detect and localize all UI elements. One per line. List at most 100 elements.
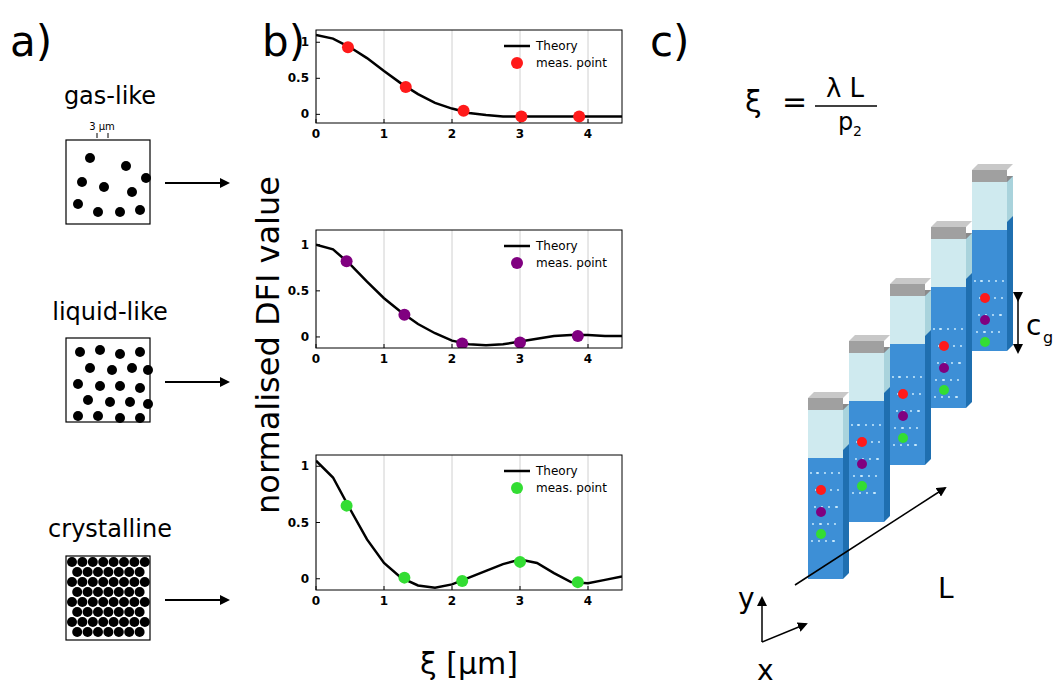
particle (77, 557, 87, 567)
legend-swatch (511, 257, 523, 269)
speckle (917, 410, 919, 412)
speckle (820, 523, 822, 525)
speckle (934, 396, 936, 398)
speckle (816, 472, 818, 474)
gradient-label: c (1026, 309, 1041, 342)
x-tick-label: 0 (312, 352, 320, 366)
grid-line (384, 30, 385, 123)
speckle (988, 280, 990, 282)
particle (95, 345, 105, 355)
x-tick-label: 4 (584, 352, 592, 366)
particle (93, 587, 103, 597)
x-tick-label: 2 (448, 352, 456, 366)
meas-point (398, 309, 410, 321)
speckle (983, 331, 985, 333)
meas-point (400, 81, 412, 93)
meas-point (398, 572, 410, 584)
speckle (937, 362, 939, 364)
legend-swatch (511, 482, 523, 494)
legend-swatch (511, 57, 523, 69)
speckle (830, 489, 832, 491)
length-label: L (938, 572, 954, 605)
marks (316, 461, 622, 588)
layer-dot (857, 481, 867, 491)
speckle (873, 492, 875, 494)
speckle (953, 345, 955, 347)
x-tick-label: 3 (516, 594, 524, 608)
speckle (836, 506, 838, 508)
speckle (871, 441, 873, 443)
legend: Theorymeas. point (504, 39, 607, 70)
speckle (961, 328, 963, 330)
speckle (954, 328, 956, 330)
meas-point (514, 556, 526, 568)
grid-line (588, 30, 589, 123)
particle (67, 617, 77, 627)
particle (67, 597, 77, 607)
marks (316, 35, 622, 122)
layer-dot (816, 485, 826, 495)
y-tick (316, 42, 320, 43)
speckle (960, 345, 962, 347)
speckle (896, 410, 898, 412)
speckle (855, 458, 857, 460)
particle (135, 347, 145, 357)
state-label: crystalline (48, 515, 172, 543)
speckle (810, 472, 812, 474)
speckle (955, 396, 957, 398)
speckle (831, 472, 833, 474)
grid-line (384, 455, 385, 590)
cuvette-cap (931, 221, 972, 227)
legend-label: meas. point (536, 481, 607, 495)
layer-dot (898, 433, 908, 443)
speckle (943, 379, 945, 381)
cuvette-side (884, 347, 890, 522)
particle (135, 413, 145, 423)
layer-dot (939, 341, 949, 351)
particle (77, 597, 87, 607)
layer-dot (980, 315, 990, 325)
speckle (907, 444, 909, 446)
cuvette-side (884, 347, 890, 393)
particle (119, 557, 129, 567)
panel-letter: b) (262, 17, 305, 66)
x-tick (588, 119, 589, 123)
y-tick (316, 522, 320, 523)
speckle (1002, 280, 1004, 282)
particle (140, 577, 150, 587)
x-tick-label: 1 (380, 594, 388, 608)
cuvette-side (1007, 176, 1013, 222)
speckle (868, 475, 870, 477)
particle (98, 597, 108, 607)
state-label: gas-like (64, 82, 156, 110)
particle (83, 607, 93, 617)
x-tick-label: 4 (584, 594, 592, 608)
chart: 0123400.51Theorymeas. point (288, 455, 622, 608)
particle (135, 205, 145, 215)
speckle (894, 427, 896, 429)
x-tick-label: 0 (312, 594, 320, 608)
speckle (978, 314, 980, 316)
plot-frame (316, 230, 622, 348)
y-tick (316, 336, 320, 337)
speckle (899, 376, 901, 378)
particle (83, 395, 93, 405)
layer-dot (857, 437, 867, 447)
cuvette-cap (849, 341, 884, 353)
particle (119, 597, 129, 607)
layer-dot (980, 293, 990, 303)
cuvette-side (966, 233, 972, 279)
speckle (912, 393, 914, 395)
y-axis-title: normalised DFI value (249, 176, 287, 514)
particle (98, 577, 108, 587)
particle (103, 627, 113, 637)
speckle (857, 424, 859, 426)
y-tick-label: 0.5 (288, 284, 309, 298)
particle-box (66, 338, 153, 423)
speckle (915, 444, 917, 446)
speckle (865, 424, 867, 426)
particle (124, 587, 134, 597)
particle (103, 587, 113, 597)
particle (129, 597, 139, 607)
speckle (948, 396, 950, 398)
